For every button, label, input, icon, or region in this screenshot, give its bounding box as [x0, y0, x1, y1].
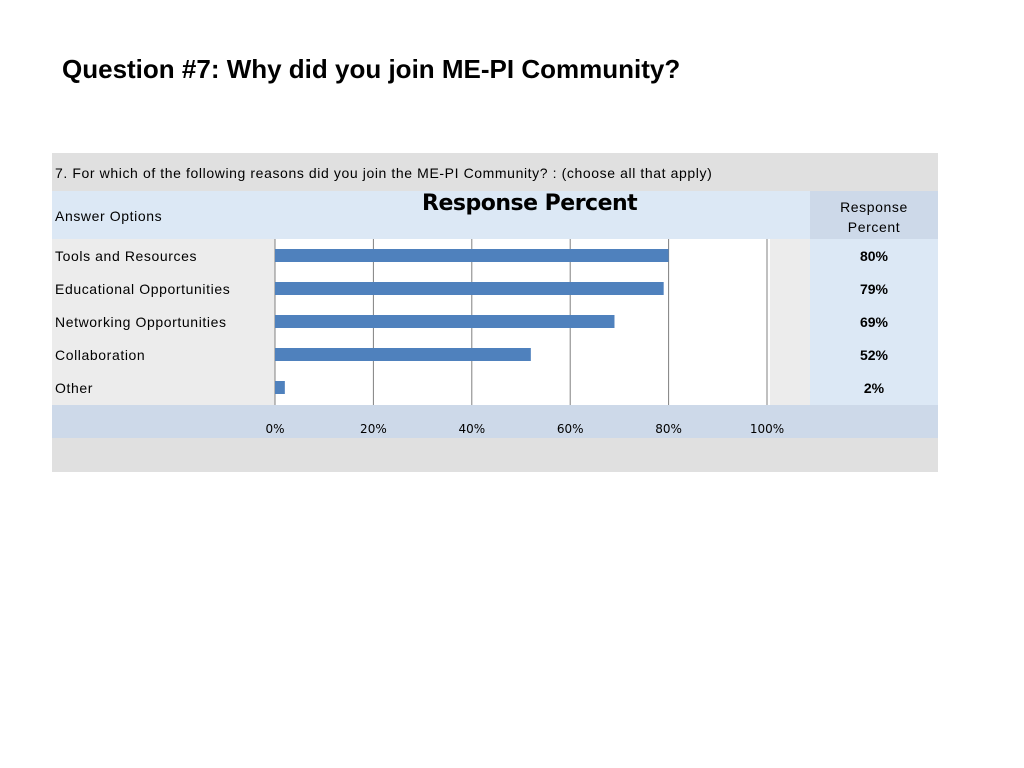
response-percent-column [810, 239, 938, 405]
x-tick-label: 80% [655, 422, 682, 436]
bar-networking-opportunities [275, 315, 615, 328]
question-text: 7. For which of the following reasons di… [55, 165, 713, 181]
chart-title: Response Percent [422, 191, 638, 216]
percent-value-collaboration: 52% [859, 347, 889, 363]
bar-educational-opportunities [275, 282, 664, 295]
x-axis-band [52, 405, 938, 438]
x-tick-label: 100% [749, 422, 785, 436]
percent-value-other: 2% [863, 380, 885, 396]
response-percent-header: Response Percent [810, 191, 938, 239]
answer-options-header: Answer Options [55, 208, 163, 224]
bar-chart [274, 239, 768, 405]
question-row: 7. For which of the following reasons di… [52, 153, 938, 191]
survey-table: 7. For which of the following reasons di… [52, 153, 938, 472]
x-tick-label: 20% [360, 422, 387, 436]
bar-tools-and-resources [275, 249, 669, 262]
row-label-collaboration: Collaboration [55, 347, 146, 363]
percent-value-networking-opportunities: 69% [859, 314, 889, 330]
bar-other [275, 381, 285, 394]
slide-title: Question #7: Why did you join ME-PI Comm… [62, 54, 681, 84]
row-label-educational-opportunities: Educational Opportunities [55, 281, 231, 297]
response-percent-header-line1: Response [840, 199, 908, 215]
row-label-networking-opportunities: Networking Opportunities [55, 314, 227, 330]
x-tick-label: 40% [458, 422, 486, 436]
row-label-tools-and-resources: Tools and Resources [55, 248, 198, 264]
bar-collaboration [275, 348, 531, 361]
table-footer [52, 438, 938, 472]
x-tick-label: 0% [265, 422, 285, 436]
percent-value-tools-and-resources: 80% [859, 248, 889, 264]
percent-value-educational-opportunities: 79% [859, 281, 889, 297]
header-row: Answer Options Response Percent [52, 191, 938, 239]
response-percent-header-line2: Percent [847, 219, 901, 235]
x-tick-label: 60% [556, 422, 584, 436]
row-label-other: Other [55, 380, 94, 396]
